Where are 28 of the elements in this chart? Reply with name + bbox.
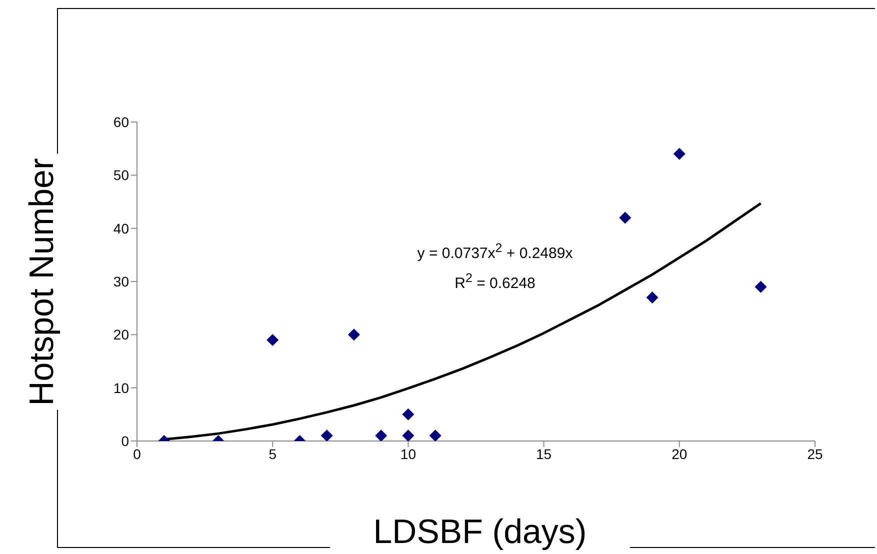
point xyxy=(754,280,767,293)
point xyxy=(266,334,279,346)
y-axis-title: Hotspot Number xyxy=(22,154,62,410)
point xyxy=(402,408,414,420)
annotation: R$^{2}$ = 0.6248 xyxy=(454,270,536,294)
y-tick-label: 10 xyxy=(113,380,130,396)
point xyxy=(429,430,442,441)
point xyxy=(320,430,333,441)
x-tick-label: 10 xyxy=(400,446,416,462)
y-tick-label: 20 xyxy=(113,326,130,343)
y-tick-label: 50 xyxy=(113,167,130,184)
point xyxy=(646,291,658,304)
y-tick-label: 30 xyxy=(113,273,130,290)
point xyxy=(619,212,632,224)
x-tick-label: 25 xyxy=(807,446,823,462)
x-axis-title: LDSBF (days) xyxy=(330,512,630,552)
y-tick-label: 40 xyxy=(113,220,130,236)
point xyxy=(375,430,388,441)
point xyxy=(348,328,360,341)
point xyxy=(402,430,414,441)
y-tick-label: 60 xyxy=(113,114,130,130)
x-tick-label: 0 xyxy=(133,446,142,462)
y-tick-label: 0 xyxy=(121,432,130,449)
x-tick-label: 20 xyxy=(672,446,688,462)
x-tick-label: 15 xyxy=(536,446,552,462)
annotation: y = 0.0737x$^{2}$ + 0.2489x xyxy=(416,240,574,264)
x-tick-label: 5 xyxy=(268,446,277,462)
point xyxy=(673,148,686,160)
